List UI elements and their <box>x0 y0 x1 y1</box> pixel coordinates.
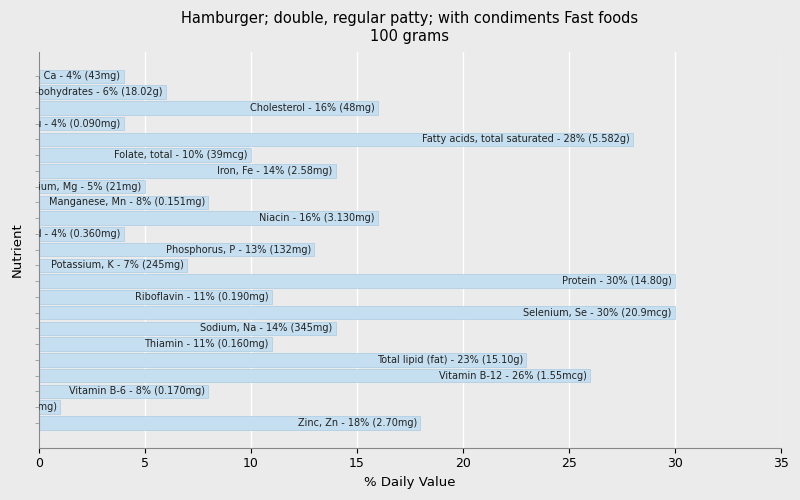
Y-axis label: Nutrient: Nutrient <box>11 222 24 277</box>
Bar <box>38 258 187 272</box>
Bar <box>38 132 633 146</box>
Bar <box>38 86 166 99</box>
Text: Zinc, Zn - 18% (2.70mg): Zinc, Zn - 18% (2.70mg) <box>298 418 418 428</box>
Bar <box>38 148 250 162</box>
Bar <box>38 117 123 130</box>
Bar <box>38 180 145 194</box>
Bar <box>38 306 675 320</box>
Text: Vitamin B-6 - 8% (0.170mg): Vitamin B-6 - 8% (0.170mg) <box>69 386 205 396</box>
Text: Niacin - 16% (3.130mg): Niacin - 16% (3.130mg) <box>259 213 375 223</box>
Bar <box>38 369 590 382</box>
Bar <box>38 400 60 414</box>
Text: Selenium, Se - 30% (20.9mcg): Selenium, Se - 30% (20.9mcg) <box>523 308 672 318</box>
Text: Folate, total - 10% (39mcg): Folate, total - 10% (39mcg) <box>114 150 247 160</box>
Bar <box>38 290 272 304</box>
Bar <box>38 243 314 256</box>
Text: Vitamin B-12 - 26% (1.55mcg): Vitamin B-12 - 26% (1.55mcg) <box>439 370 587 380</box>
Text: Vitamin C, total ascorbic acid - 1% (0.5mg): Vitamin C, total ascorbic acid - 1% (0.5… <box>0 402 57 412</box>
Text: Total lipid (fat) - 23% (15.10g): Total lipid (fat) - 23% (15.10g) <box>377 355 523 365</box>
Bar <box>38 227 123 240</box>
Text: Protein - 30% (14.80g): Protein - 30% (14.80g) <box>562 276 672 286</box>
Text: Copper, Cu - 4% (0.090mg): Copper, Cu - 4% (0.090mg) <box>0 118 120 128</box>
Bar <box>38 353 526 366</box>
Text: Potassium, K - 7% (245mg): Potassium, K - 7% (245mg) <box>51 260 184 270</box>
Bar <box>38 164 335 177</box>
Text: Iron, Fe - 14% (2.58mg): Iron, Fe - 14% (2.58mg) <box>217 166 333 176</box>
Bar <box>38 322 335 335</box>
Title: Hamburger; double, regular patty; with condiments Fast foods
100 grams: Hamburger; double, regular patty; with c… <box>182 11 638 44</box>
Bar <box>38 416 421 430</box>
Text: Phosphorus, P - 13% (132mg): Phosphorus, P - 13% (132mg) <box>166 244 311 254</box>
Text: Thiamin - 11% (0.160mg): Thiamin - 11% (0.160mg) <box>145 339 269 349</box>
Text: Sodium, Na - 14% (345mg): Sodium, Na - 14% (345mg) <box>200 324 333 334</box>
Bar <box>38 196 208 209</box>
Bar <box>38 274 675 288</box>
Text: Fatty acids, total saturated - 28% (5.582g): Fatty acids, total saturated - 28% (5.58… <box>422 134 630 144</box>
Bar <box>38 101 378 114</box>
Text: Magnesium, Mg - 5% (21mg): Magnesium, Mg - 5% (21mg) <box>0 182 142 192</box>
Text: Cholesterol - 16% (48mg): Cholesterol - 16% (48mg) <box>250 103 375 113</box>
Text: Riboflavin - 11% (0.190mg): Riboflavin - 11% (0.190mg) <box>135 292 269 302</box>
Text: Carbohydrates - 6% (18.02g): Carbohydrates - 6% (18.02g) <box>22 87 162 97</box>
Text: Calcium, Ca - 4% (43mg): Calcium, Ca - 4% (43mg) <box>0 72 120 82</box>
Bar <box>38 212 378 225</box>
Bar <box>38 338 272 351</box>
Bar <box>38 384 208 398</box>
Text: Pantothenic acid - 4% (0.360mg): Pantothenic acid - 4% (0.360mg) <box>0 229 120 239</box>
Text: Manganese, Mn - 8% (0.151mg): Manganese, Mn - 8% (0.151mg) <box>49 198 205 207</box>
X-axis label: % Daily Value: % Daily Value <box>364 476 455 489</box>
Bar <box>38 70 123 83</box>
